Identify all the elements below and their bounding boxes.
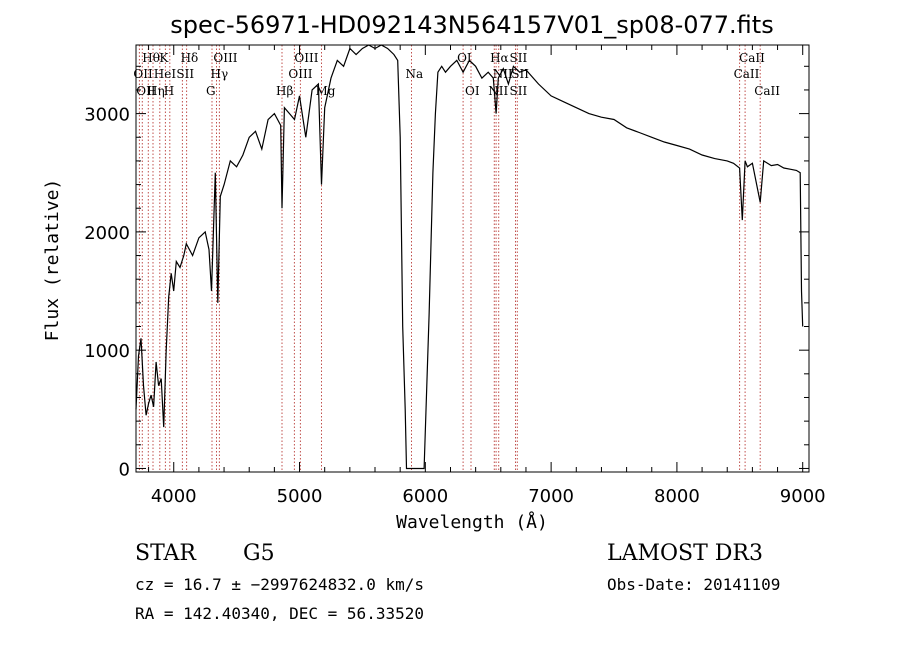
- line-marker-label: Na: [406, 67, 424, 81]
- coordinates-readout: RA = 142.40340, DEC = 56.33520: [135, 604, 424, 623]
- spectrum-line: [135, 44, 804, 470]
- line-marker-label: OI: [465, 84, 480, 98]
- line-marker-label: CaII: [734, 67, 760, 81]
- line-marker-label: NII: [493, 67, 513, 81]
- y-tick-label: 3000: [84, 105, 130, 126]
- line-markers: [138, 45, 761, 472]
- line-marker-label: SII: [510, 84, 528, 98]
- y-tick-label: 2000: [84, 223, 130, 244]
- line-marker-label: H: [164, 84, 174, 98]
- x-tick-label: 5000: [277, 486, 323, 507]
- redshift-readout: cz = 16.7 ± −2997624832.0 km/s: [135, 575, 424, 594]
- line-marker-label: SII: [511, 67, 529, 81]
- line-marker-label: G: [206, 84, 216, 98]
- x-tick-label: 4000: [151, 486, 197, 507]
- chart-title: spec-56971-HD092143N564157V01_sp08-077.f…: [170, 11, 773, 39]
- line-marker-label: SII: [510, 51, 528, 65]
- x-tick-label: 6000: [402, 486, 448, 507]
- line-marker-label: SII: [176, 67, 194, 81]
- observation-date: Obs-Date: 20141109: [607, 575, 780, 594]
- line-marker-label: Hα: [490, 51, 509, 65]
- line-marker-label: OIII: [294, 51, 318, 65]
- line-marker-label: OIII: [213, 51, 237, 65]
- x-tick-label: 9000: [780, 486, 826, 507]
- line-marker-label: OII: [133, 67, 153, 81]
- line-marker-label: OIII: [288, 67, 312, 81]
- y-axis-ticks: 0 1000 2000 3000: [84, 65, 809, 480]
- x-axis-ticks: 4000 5000 6000 7000 8000 9000: [148, 45, 826, 507]
- line-marker-label: NII: [488, 84, 508, 98]
- y-tick-label: 0: [119, 459, 130, 480]
- line-marker-label: CaII: [754, 84, 780, 98]
- x-axis-label: Wavelength (Å): [396, 511, 548, 533]
- line-marker-label: OI: [457, 51, 472, 65]
- survey-name: LAMOST DR3: [607, 541, 763, 566]
- x-tick-label: 8000: [654, 486, 700, 507]
- object-class: STAR: [135, 541, 197, 566]
- object-subclass: G5: [243, 541, 275, 566]
- line-marker-label: Hθ: [142, 51, 160, 65]
- plot-frame: [135, 44, 810, 473]
- line-marker-label: HeI: [154, 67, 177, 81]
- line-marker-label: Hγ: [211, 67, 229, 81]
- line-marker-label: K: [159, 51, 169, 65]
- y-tick-label: 1000: [84, 341, 130, 362]
- y-axis-label: Flux (relative): [42, 179, 63, 342]
- line-marker-label: Mg: [316, 84, 336, 98]
- line-marker-label: OII: [136, 84, 156, 98]
- line-marker-label: CaII: [739, 51, 765, 65]
- line-marker-label: Hβ: [276, 84, 293, 98]
- line-marker-label: Hδ: [181, 51, 199, 65]
- x-tick-label: 7000: [528, 486, 574, 507]
- line-marker-label: Hη: [147, 84, 165, 98]
